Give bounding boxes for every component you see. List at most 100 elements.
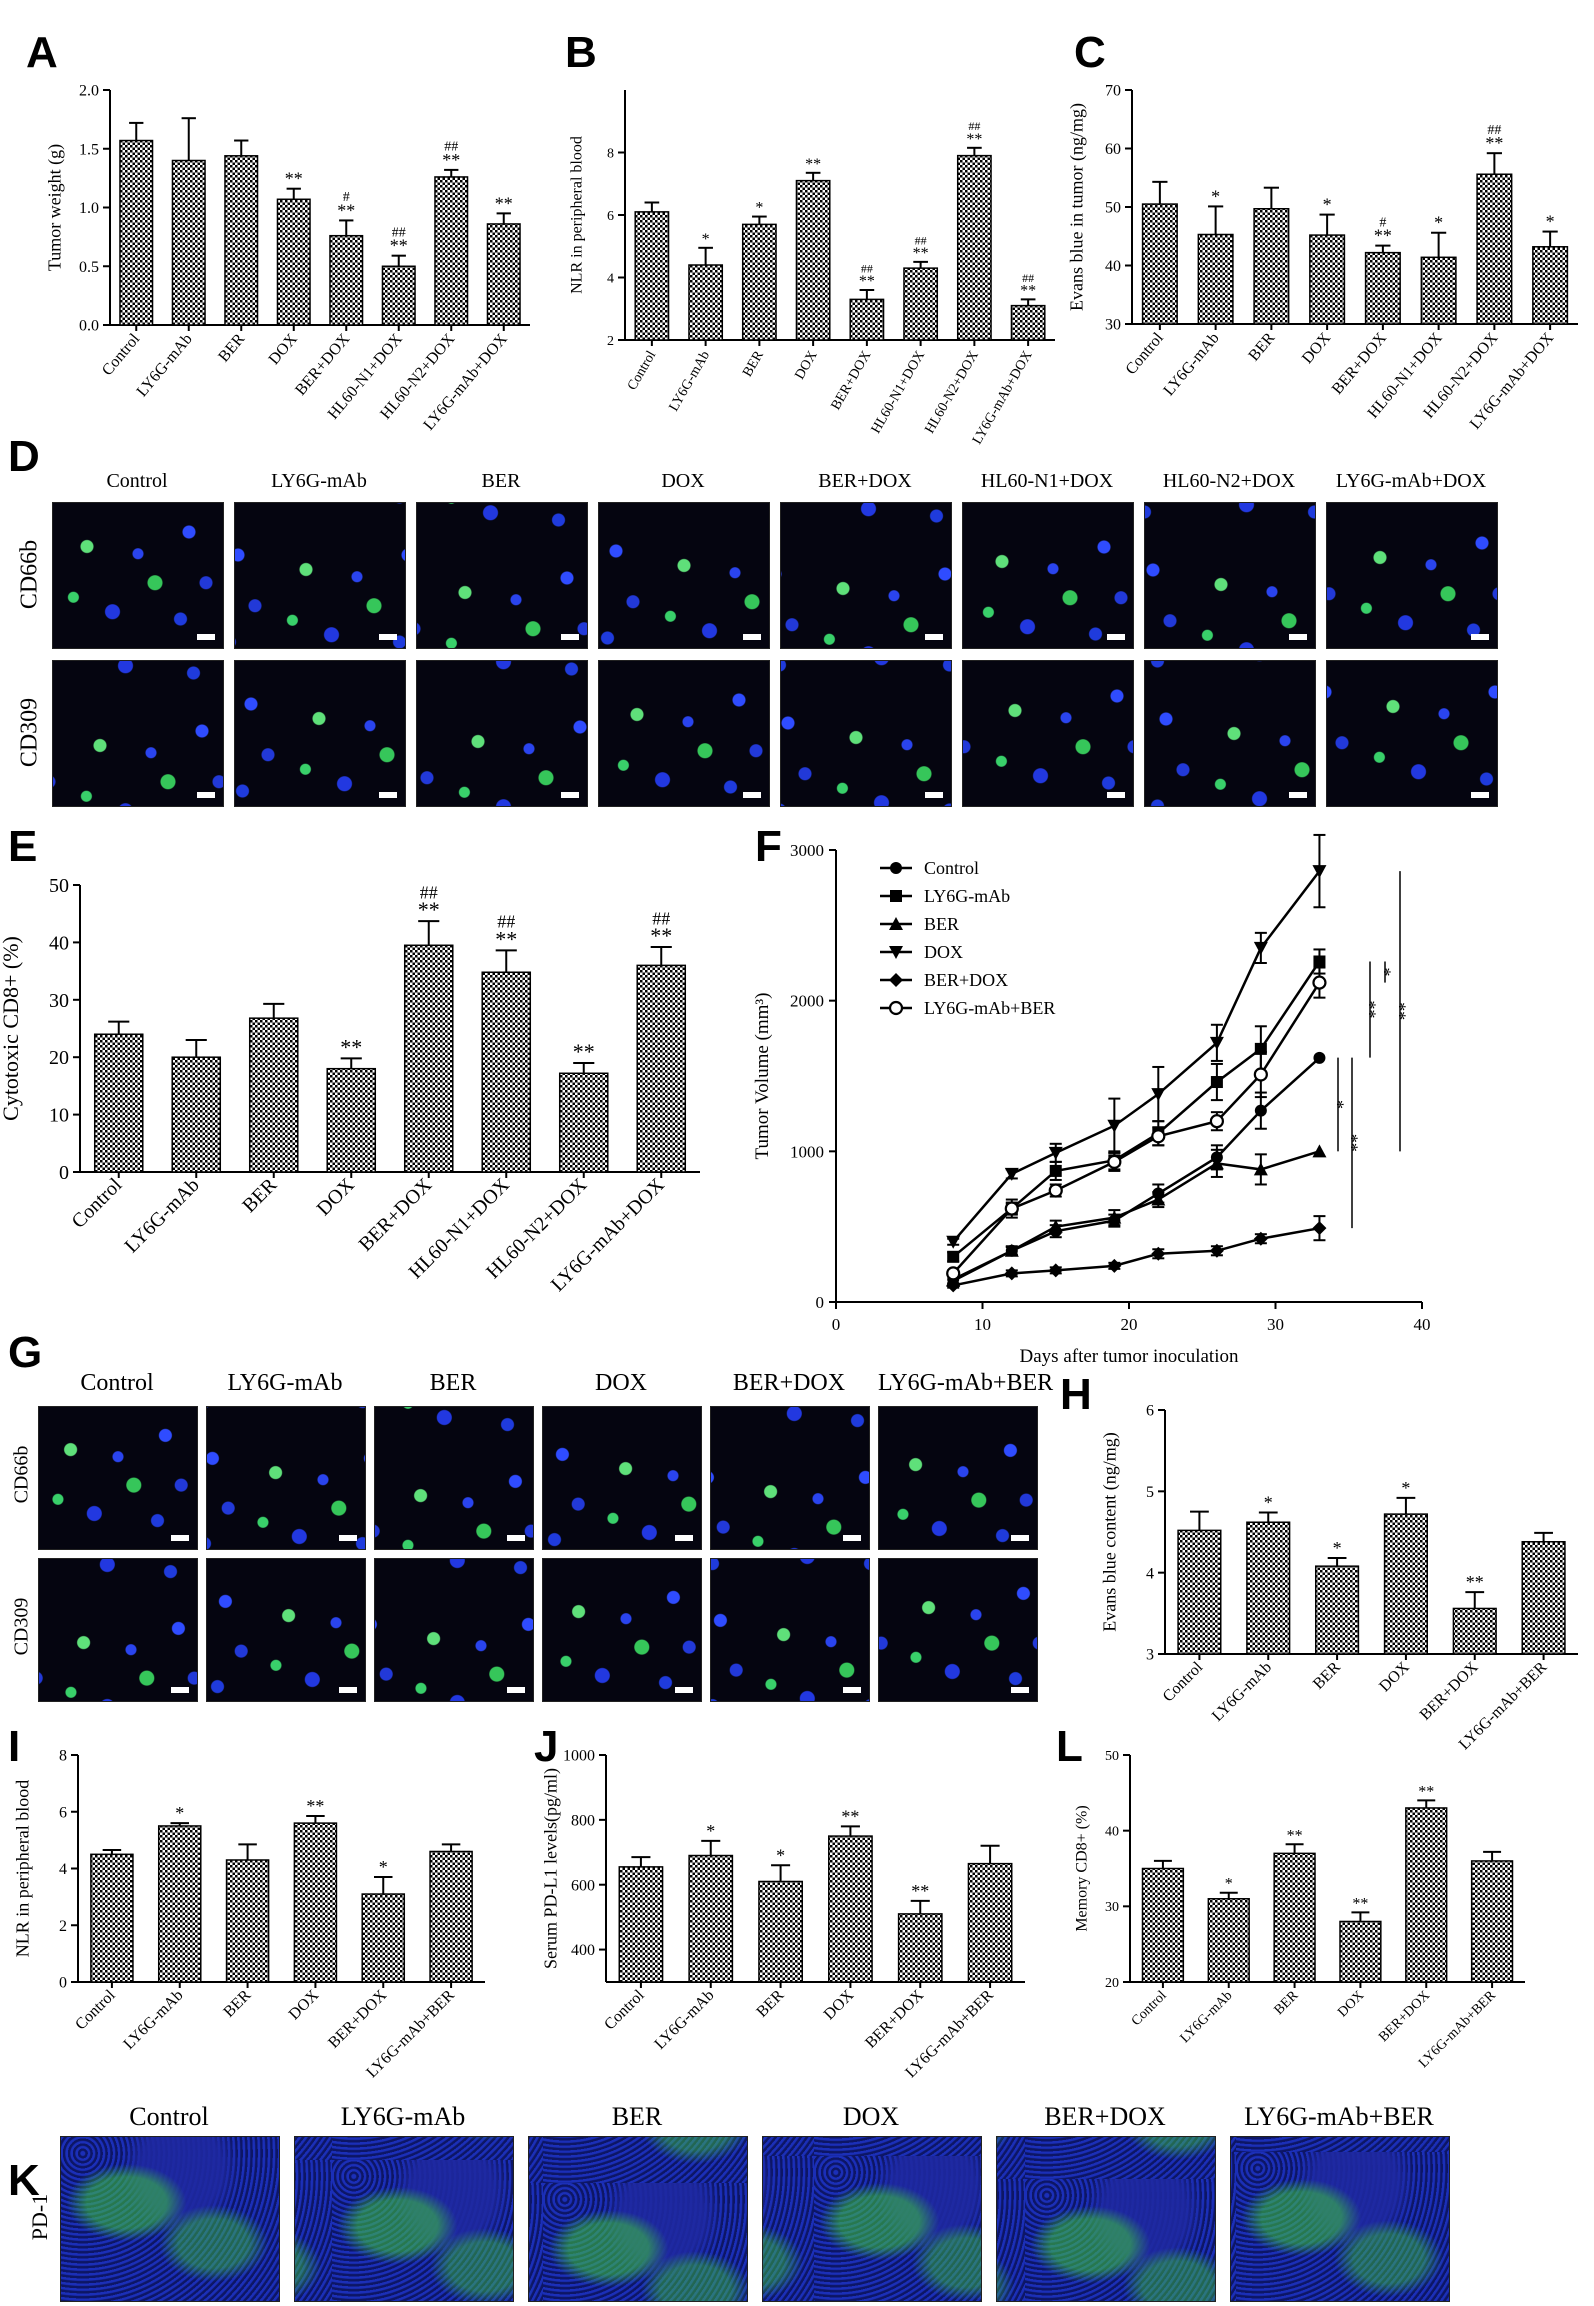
y-tick-label: 3 <box>1146 1647 1154 1664</box>
scale-bar <box>1011 1535 1029 1541</box>
significance-label: ** <box>1347 1134 1367 1152</box>
data-point <box>1209 1243 1224 1258</box>
bar <box>634 211 670 341</box>
y-tick-label: 20 <box>49 1047 69 1069</box>
y-tick-label: 2 <box>59 1918 67 1935</box>
panel-letter-k: K <box>8 2156 40 2205</box>
significance-star: ** <box>495 193 513 213</box>
scale-bar <box>171 1535 189 1541</box>
scale-bar <box>1471 792 1489 798</box>
micro-row-label: CD309 <box>10 1597 33 1656</box>
micro-column-label: Control <box>106 470 168 492</box>
micro-image <box>416 502 588 649</box>
micro-row-label: PD-1 <box>27 2193 52 2241</box>
micro-column-label: LY6G-mAb+BER <box>878 1370 1054 1396</box>
micro-image <box>1144 660 1316 807</box>
y-tick-label: 50 <box>1105 1749 1119 1764</box>
data-point <box>1312 1144 1327 1158</box>
scale-bar <box>561 792 579 798</box>
panel-letter-g: G <box>8 1328 43 1377</box>
micro-image <box>962 502 1134 649</box>
bar <box>636 964 687 1173</box>
y-tick-label: 30 <box>49 990 69 1012</box>
y-axis-label: Cytotoxic CD8+ (%) <box>0 936 23 1121</box>
x-axis-label: Days after tumor inoculation <box>1020 1346 1239 1367</box>
micro-image <box>1326 502 1498 649</box>
data-point <box>1313 955 1326 968</box>
significance-star: ** <box>805 156 821 173</box>
data-point <box>1312 975 1327 990</box>
y-tick-label: 8 <box>607 146 614 161</box>
micro-column-label: HL60-N2+DOX <box>1162 470 1296 492</box>
legend-marker <box>888 1000 904 1016</box>
y-tick-label: 40 <box>49 932 69 954</box>
panel-letter-f: F <box>755 822 782 871</box>
significance-star: * <box>1546 212 1555 232</box>
y-tick-label: 1000 <box>563 1748 595 1765</box>
bar <box>618 1866 664 1983</box>
data-point <box>946 1266 961 1281</box>
y-tick-label: 1000 <box>790 1142 824 1161</box>
data-point <box>1048 1263 1063 1278</box>
y-tick-label: 0 <box>59 1975 67 1992</box>
scale-bar <box>197 792 215 798</box>
data-point <box>1048 1146 1063 1160</box>
significance-hash: ## <box>861 261 873 275</box>
micro-image <box>60 2136 280 2302</box>
y-axis-label: Evans blue in tumor (ng/mg) <box>1066 103 1087 311</box>
significance-hash: ## <box>420 882 438 902</box>
micro-image <box>710 1558 870 1702</box>
scale-bar <box>743 634 761 640</box>
significance-star: ** <box>573 1039 595 1064</box>
bar <box>329 234 364 326</box>
bar <box>1521 1541 1566 1655</box>
significance-star: ** <box>1485 133 1503 153</box>
data-point <box>1151 1192 1166 1206</box>
significance-star: * <box>175 1803 184 1823</box>
y-tick-label: 40 <box>1105 258 1121 275</box>
significance-star: ** <box>390 236 408 256</box>
series-line <box>952 960 1321 1258</box>
significance-hash: # <box>343 190 350 205</box>
x-tick-label: 10 <box>974 1315 991 1334</box>
x-tick-label: 40 <box>1414 1315 1431 1334</box>
y-tick-label: 4 <box>607 271 614 286</box>
data-point <box>947 1250 960 1263</box>
scale-bar <box>843 1687 861 1693</box>
x-tick-label: 30 <box>1267 1315 1284 1334</box>
micro-column-label: BER+DOX <box>818 470 912 492</box>
y-tick-label: 0.5 <box>79 259 99 276</box>
y-tick-label: 2.0 <box>79 83 99 100</box>
micro-column-label: Control <box>129 2102 209 2131</box>
micro-image <box>710 1406 870 1550</box>
panel-letter-j: J <box>534 1722 559 1771</box>
significance-star: ** <box>966 131 982 148</box>
panel-letter-e: E <box>8 822 38 871</box>
significance-star: ** <box>1352 1895 1368 1912</box>
bar <box>1476 173 1513 325</box>
micro-image <box>780 660 952 807</box>
data-point <box>946 1278 961 1293</box>
y-axis-label: Tumor weight (g) <box>44 144 65 271</box>
scale-bar <box>507 1535 525 1541</box>
scale-bar <box>1289 634 1307 640</box>
bar <box>1010 304 1046 341</box>
data-point <box>1253 1162 1268 1176</box>
significance-hash: ## <box>1022 271 1034 285</box>
y-tick-label: 30 <box>1105 317 1121 334</box>
legend-label: BER+DOX <box>924 970 1008 990</box>
micro-image <box>52 660 224 807</box>
data-point <box>1107 1210 1122 1224</box>
micro-column-label: BER+DOX <box>1044 2102 1166 2131</box>
scale-bar <box>197 634 215 640</box>
significance-star: ** <box>650 923 672 948</box>
bar <box>1197 233 1234 325</box>
bar <box>1246 1521 1291 1655</box>
y-tick-label: 0.0 <box>79 318 99 335</box>
significance-label: * <box>1333 1100 1353 1109</box>
significance-hash: ## <box>444 140 458 155</box>
scale-bar <box>1289 792 1307 798</box>
